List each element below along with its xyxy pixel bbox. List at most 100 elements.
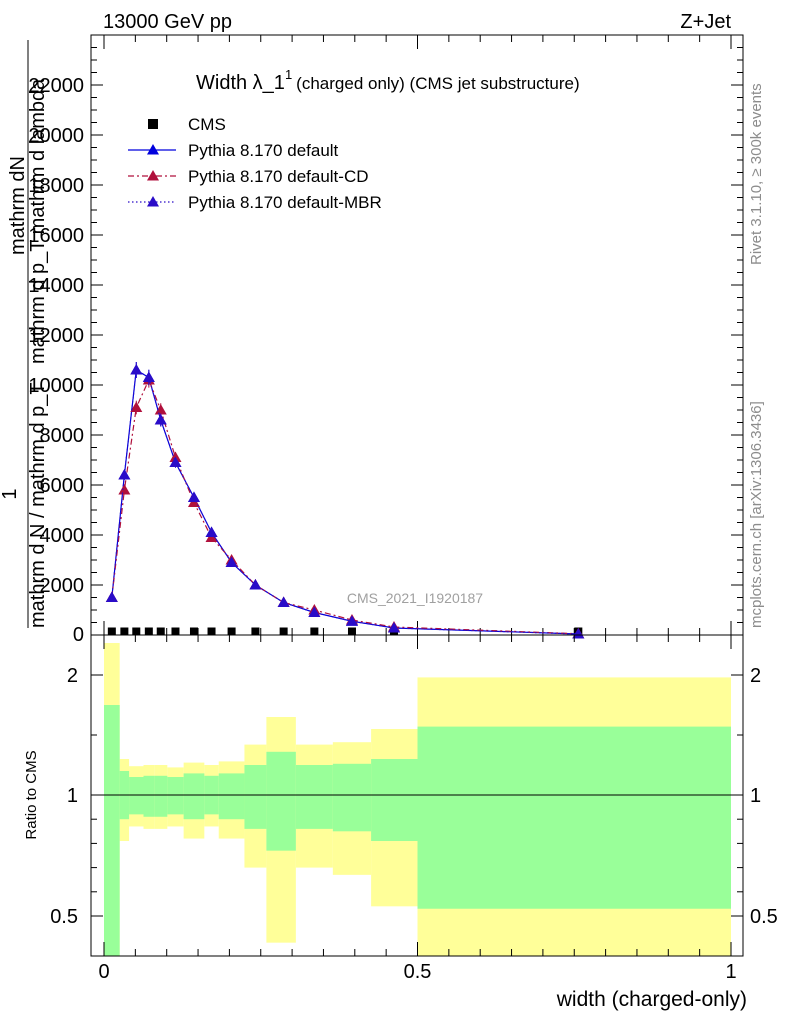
legend-entry: Pythia 8.170 default-CD <box>128 167 369 186</box>
series-pythia-8-170-default <box>105 362 585 639</box>
ratio-band-green <box>218 773 245 820</box>
cms-point <box>310 627 319 636</box>
cms-point <box>132 627 141 636</box>
ytick-label-zero: 0 <box>73 624 84 646</box>
ratio-ytick-label-right: 1 <box>750 785 761 807</box>
series-point <box>345 615 358 626</box>
series-point <box>105 591 118 602</box>
cms-point <box>171 627 180 636</box>
plot-title-sub: (charged only) (CMS jet substructure) <box>296 74 579 93</box>
side-rivet: Rivet 3.1.10, ≥ 300k events <box>748 83 765 265</box>
ratio-ylabel: Ratio to CMS <box>23 750 40 839</box>
ratio-xtick-label: 0 <box>98 961 109 983</box>
series-point <box>118 484 131 495</box>
ratio-band-green <box>104 705 120 956</box>
ytick-label: 12000 <box>28 325 84 347</box>
series-point <box>572 628 585 639</box>
cms-point <box>189 627 198 636</box>
series-point <box>249 579 262 590</box>
legend-entry: Pythia 8.170 default <box>128 141 339 160</box>
cms-point <box>156 627 165 636</box>
ytick-label: 22000 <box>28 75 84 97</box>
series-point <box>308 606 321 617</box>
ratio-ytick-label-left: 0.5 <box>50 906 78 928</box>
ratio-band-green <box>143 775 155 817</box>
legend-entry: Pythia 8.170 default-MBR <box>128 193 382 212</box>
ratio-band-green <box>129 777 144 815</box>
series-point <box>277 596 290 607</box>
energy-label: 13000 GeV pp <box>103 11 232 33</box>
cms-point <box>279 627 288 636</box>
side-mcplots: mcplots.cern.ch [arXiv:1306.3436] <box>748 401 765 628</box>
series-point <box>225 556 238 567</box>
series-line <box>111 378 579 635</box>
main-ticks: 2000 4000 6000 8000 10000 12000 14000 16000 1800… <box>28 35 743 646</box>
ytick-label: 18000 <box>28 175 84 197</box>
legend-label: Pythia 8.170 default <box>188 141 339 160</box>
ytick-label: 14000 <box>28 275 84 297</box>
ratio-band-green <box>266 751 296 851</box>
main-plot: 2000 4000 6000 8000 10000 12000 14000 16000 1800… <box>28 34 744 646</box>
plot-title-sup: 1 <box>285 67 292 82</box>
ratio-ytick-label-left: 1 <box>67 785 78 807</box>
ratio-ytick-label-right: 2 <box>750 665 761 687</box>
cms-point <box>251 627 260 636</box>
ratio-band-green <box>371 759 418 841</box>
ratio-band-green <box>244 765 267 829</box>
ratio-band-green <box>332 763 372 832</box>
series-point <box>130 364 143 375</box>
watermark: CMS_2021_I1920187 <box>347 590 483 606</box>
ratio-ytick-label-left: 2 <box>67 665 78 687</box>
series-point <box>169 456 182 467</box>
series-point <box>118 469 131 480</box>
ratio-band-green <box>295 765 333 829</box>
ratio-xtick-label: 0.5 <box>404 961 432 983</box>
legend: CMS Pythia 8.170 default Pythia 8.170 defa… <box>128 115 382 212</box>
ylabel-top2: mathrm d p_T mathrm d lambda <box>27 78 49 364</box>
series-pythia-8-170-default-mbr <box>105 362 585 639</box>
ratio-band-green <box>417 726 731 909</box>
ratio-plot: 0.5 0.5 1 1 2 2 0 0.5 1 <box>50 634 778 983</box>
legend-triangle-marker <box>147 170 159 181</box>
cms-point <box>144 627 153 636</box>
series-point <box>130 401 143 412</box>
ytick-label: 10000 <box>28 375 84 397</box>
process-label: Z+Jet <box>680 11 731 33</box>
legend-entry: CMS <box>148 115 226 134</box>
ratio-bands <box>91 643 743 956</box>
ytick-label: 4000 <box>40 525 85 547</box>
series-pythia-8-170-default-cd <box>105 372 585 639</box>
series-point <box>154 414 167 425</box>
series-point <box>187 491 200 502</box>
plot-title-main: Width λ_1 <box>196 72 285 94</box>
ytick-label: 6000 <box>40 475 85 497</box>
series-line <box>111 369 579 635</box>
series-point <box>387 622 400 633</box>
xlabel: width (charged-only) <box>556 988 747 1011</box>
main-ylabel: mathrm dN mathrm d p_T mathrm d lambda 1… <box>0 40 49 628</box>
cms-point <box>347 627 356 636</box>
legend-label: Pythia 8.170 default-CD <box>188 167 369 186</box>
legend-label: CMS <box>188 115 226 134</box>
legend-label: Pythia 8.170 default-MBR <box>188 193 382 212</box>
ratio-ytick-label-right: 0.5 <box>750 906 778 928</box>
ytick-label: 2000 <box>40 575 85 597</box>
ylabel-bottom: mathrm d N / mathrm d p_T <box>27 382 49 628</box>
ratio-band-green <box>154 775 168 817</box>
main-series <box>105 362 585 639</box>
legend-triangle-marker <box>147 196 159 207</box>
ytick-label: 8000 <box>40 425 85 447</box>
ratio-xtick-label: 1 <box>725 961 736 983</box>
cms-point <box>207 627 216 636</box>
cms-point <box>227 627 236 636</box>
plot-title: Width λ_11 (charged only) (CMS jet substr… <box>196 67 580 94</box>
ratio-band-green <box>183 773 205 820</box>
legend-triangle-marker <box>147 144 159 155</box>
ytick-label: 20000 <box>28 125 84 147</box>
legend-square-marker <box>148 119 158 129</box>
series-line <box>111 369 579 635</box>
ratio-band-green <box>167 777 184 815</box>
series-point <box>142 371 155 382</box>
ylabel-one: 1 <box>0 488 21 499</box>
